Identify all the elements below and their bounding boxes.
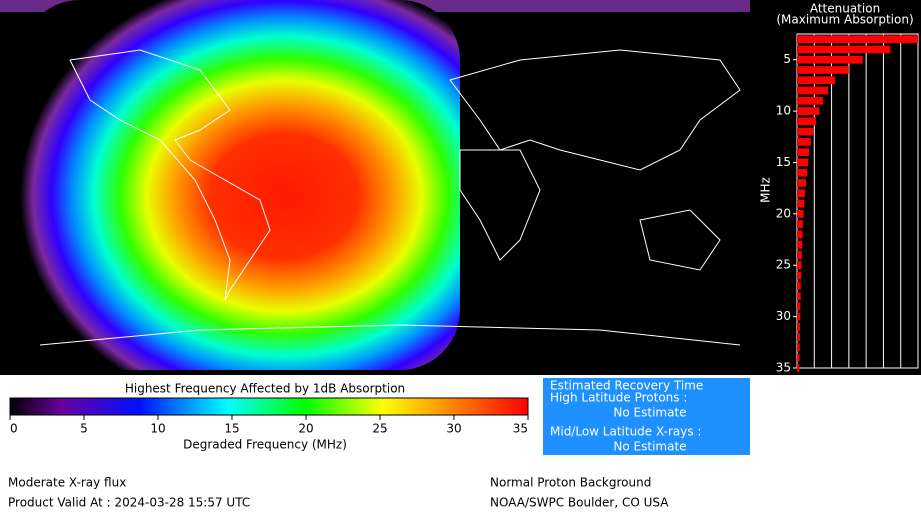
bar [797,189,805,198]
bar [797,364,800,372]
colorbar-tick-label: 15 [224,422,239,436]
bar [797,45,891,54]
y-tick-label: 25 [776,258,791,272]
bar [797,168,808,177]
absorption-region [20,0,460,370]
y-tick-label: 20 [776,206,791,220]
attenuation-panel: Attenuation (Maximum Absorption) MHz dB [759,2,914,419]
bar [797,199,805,208]
x-tick-label: 15 [841,377,856,391]
mid-label: Mid/Low Latitude X-rays : [550,425,701,439]
y-axis-label: MHz [759,177,773,203]
bar [797,35,918,43]
colorbar-tick-label: 30 [446,422,461,436]
y-tick-label: 15 [776,155,791,169]
bar [797,251,802,259]
bar [797,230,803,239]
bar [797,333,800,342]
y-tick-label: 30 [776,309,791,323]
colorbar-tick-label: 10 [150,422,165,436]
bar [797,117,817,126]
x-tick-label: 20 [859,377,874,391]
chart-subtitle: (Maximum Absorption) [776,13,913,27]
bar [797,76,836,85]
recovery-box [543,378,750,455]
y-tick-label: 35 [776,361,791,375]
x-tick-label: 5 [810,377,818,391]
x-tick-label: 30 [893,377,908,391]
coastlines [39,49,741,346]
colorbar-tick-label: 0 [10,422,18,436]
bar [797,148,810,157]
y-tick-label: 10 [776,104,791,118]
footer-left-1: Moderate X-ray flux [8,476,126,490]
high-label: High Latitude Protons : [550,391,687,405]
bar [797,220,803,228]
bar [797,261,802,270]
bar [797,302,801,311]
chart-title: Attenuation [810,2,880,16]
x-tick-label: 10 [824,377,839,391]
bar [797,66,849,74]
bar [797,323,801,331]
x-axis-label: dB [837,405,853,419]
mid-value: No Estimate [613,440,686,454]
bar [797,86,829,95]
x-tick-label: 35 [910,377,921,391]
colorbar-tick-label: 5 [80,422,88,436]
bar [797,138,811,146]
colorbar-title: Highest Frequency Affected by 1dB Absorp… [125,382,405,396]
footer-right-1: Normal Proton Background [490,476,651,490]
bar [797,292,801,300]
bar [797,55,863,64]
x-tick-label: 0 [793,377,801,391]
x-tick-label: 25 [876,377,891,391]
bar [797,107,820,115]
bar [797,353,800,362]
bar [797,179,806,187]
footer-left-2: Product Valid At : 2024-03-28 15:57 UTC [8,496,250,510]
colorbar-tick-label: 35 [513,422,528,436]
high-value: No Estimate [613,406,686,420]
y-tick-label: 5 [783,52,791,66]
footer-right-2: NOAA/SWPC Boulder, CO USA [490,496,669,510]
bar [797,240,803,249]
bar [797,96,823,105]
bar [797,343,800,352]
bar [797,281,801,290]
colorbar-label: Degraded Frequency (MHz) [183,438,347,452]
bar [797,209,804,218]
colorbar-tick-label: 25 [372,422,387,436]
colorbar-tick-label: 20 [298,422,313,436]
bar [797,312,801,321]
recovery-title: Estimated Recovery Time [550,379,703,393]
bar [797,127,814,136]
colorbar [9,397,529,416]
recovery-text: Estimated Recovery Time High Latitude Pr… [550,379,703,454]
bar [797,158,809,167]
bar [797,271,802,280]
